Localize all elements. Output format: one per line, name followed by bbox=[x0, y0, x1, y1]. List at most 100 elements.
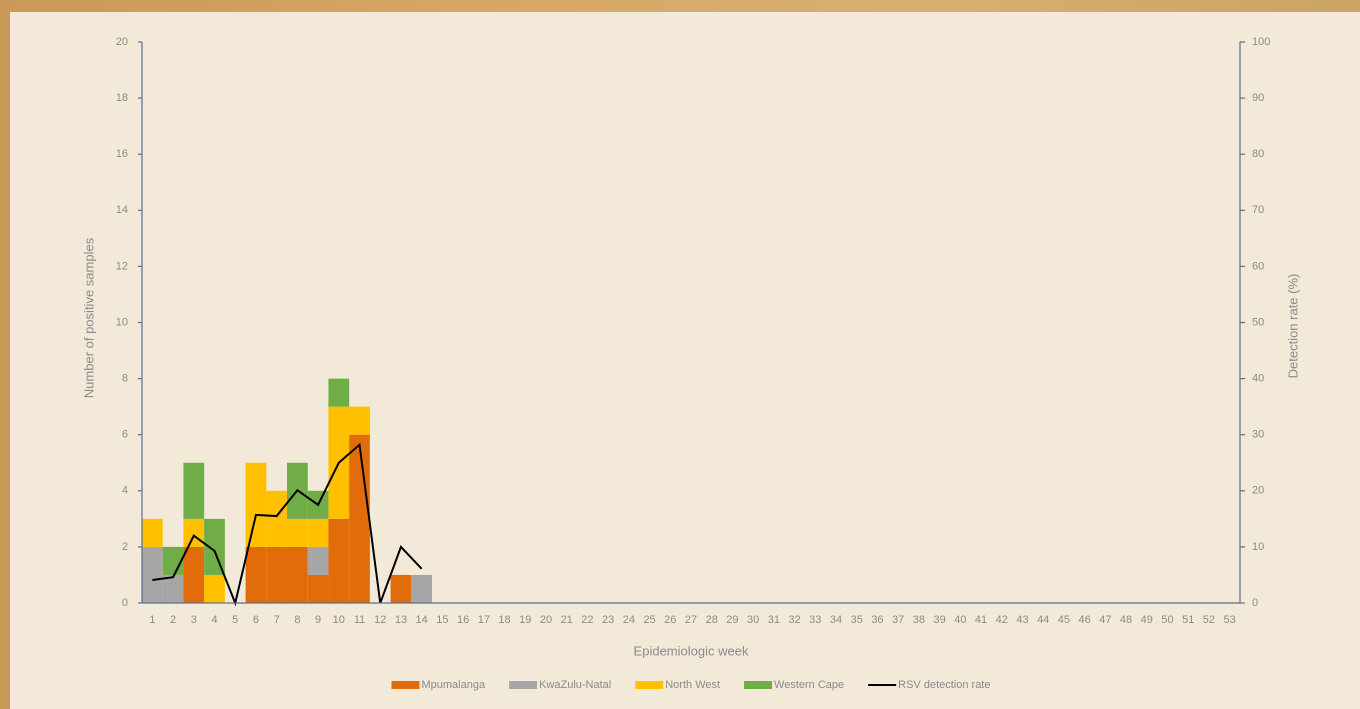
bar-segment bbox=[390, 574, 412, 603]
y-tick-label: 8 bbox=[122, 373, 128, 385]
bar-segment bbox=[266, 546, 288, 603]
x-tick-label: 17 bbox=[478, 614, 490, 626]
bar-segment bbox=[307, 546, 329, 575]
bar-segment bbox=[287, 518, 308, 547]
x-tick-label: 32 bbox=[788, 614, 800, 626]
legend-swatch bbox=[635, 681, 664, 689]
x-tick-label: 5 bbox=[232, 614, 238, 626]
bar-segment bbox=[245, 462, 267, 547]
x-tick-label: 15 bbox=[436, 614, 448, 626]
y2-tick-label: 70 bbox=[1252, 204, 1264, 216]
bar-segment bbox=[328, 518, 350, 603]
y-tick-label: 20 bbox=[116, 36, 128, 48]
x-tick-label: 52 bbox=[1203, 614, 1215, 626]
y2-tick-label: 0 bbox=[1252, 597, 1258, 609]
x-tick-label: 14 bbox=[416, 614, 428, 626]
x-tick-label: 16 bbox=[457, 614, 469, 626]
x-tick-label: 36 bbox=[871, 614, 883, 626]
x-tick-label: 49 bbox=[1141, 614, 1153, 626]
bar-segment bbox=[411, 574, 433, 603]
bar-segment bbox=[307, 574, 329, 603]
bar-segment bbox=[183, 462, 205, 519]
x-tick-label: 9 bbox=[315, 614, 321, 626]
legend-label: Western Cape bbox=[774, 679, 844, 691]
bar-segment bbox=[142, 518, 163, 547]
y2-tick-label: 10 bbox=[1252, 541, 1264, 553]
background-panel bbox=[10, 12, 1360, 709]
bar-segment bbox=[307, 518, 329, 547]
x-axis-label: Epidemiologic week bbox=[634, 643, 749, 658]
y-tick-label: 12 bbox=[116, 260, 128, 272]
x-tick-label: 31 bbox=[768, 614, 780, 626]
x-tick-label: 50 bbox=[1161, 614, 1173, 626]
legend-swatch bbox=[391, 681, 420, 689]
x-tick-label: 13 bbox=[395, 614, 407, 626]
y-axis-label: Number of positive samples bbox=[81, 237, 96, 398]
x-tick-label: 45 bbox=[1058, 614, 1070, 626]
x-tick-label: 43 bbox=[1016, 614, 1028, 626]
bar-segment bbox=[204, 518, 225, 575]
x-tick-label: 37 bbox=[892, 614, 904, 626]
x-tick-label: 1 bbox=[149, 614, 155, 626]
x-tick-label: 47 bbox=[1099, 614, 1111, 626]
x-tick-label: 38 bbox=[913, 614, 925, 626]
y2-tick-label: 60 bbox=[1252, 260, 1264, 272]
x-tick-label: 35 bbox=[851, 614, 863, 626]
x-tick-label: 46 bbox=[1078, 614, 1090, 626]
y2-tick-label: 100 bbox=[1252, 36, 1270, 48]
legend-label: Mpumalanga bbox=[422, 679, 486, 691]
x-tick-label: 42 bbox=[996, 614, 1008, 626]
x-tick-label: 30 bbox=[747, 614, 759, 626]
y2-tick-label: 30 bbox=[1252, 429, 1264, 441]
x-tick-label: 20 bbox=[540, 614, 552, 626]
legend-swatch bbox=[744, 681, 773, 689]
bar-segment bbox=[162, 574, 184, 603]
x-tick-label: 41 bbox=[975, 614, 987, 626]
bar-segment bbox=[349, 434, 370, 603]
y-tick-label: 14 bbox=[116, 204, 128, 216]
x-tick-label: 53 bbox=[1224, 614, 1236, 626]
bar-segment bbox=[349, 406, 370, 435]
bar-segment bbox=[183, 518, 205, 547]
y-tick-label: 4 bbox=[122, 485, 128, 497]
y2-axis-label: Detection rate (%) bbox=[1285, 274, 1300, 379]
x-tick-label: 10 bbox=[333, 614, 345, 626]
y-tick-label: 2 bbox=[122, 541, 128, 553]
x-tick-label: 27 bbox=[685, 614, 697, 626]
x-tick-label: 39 bbox=[933, 614, 945, 626]
x-tick-label: 7 bbox=[274, 614, 280, 626]
x-tick-label: 26 bbox=[664, 614, 676, 626]
bar-segment bbox=[245, 546, 267, 603]
x-tick-label: 23 bbox=[602, 614, 614, 626]
y-tick-label: 16 bbox=[116, 148, 128, 160]
x-tick-label: 8 bbox=[294, 614, 300, 626]
x-tick-label: 33 bbox=[809, 614, 821, 626]
x-tick-label: 21 bbox=[561, 614, 573, 626]
legend-label: RSV detection rate bbox=[898, 679, 990, 691]
y2-tick-label: 20 bbox=[1252, 485, 1264, 497]
x-tick-label: 48 bbox=[1120, 614, 1132, 626]
bar-segment bbox=[287, 546, 308, 603]
legend-label: North West bbox=[665, 679, 720, 691]
x-tick-label: 25 bbox=[643, 614, 655, 626]
y2-tick-label: 40 bbox=[1252, 373, 1264, 385]
x-tick-label: 6 bbox=[253, 614, 259, 626]
y2-tick-label: 90 bbox=[1252, 92, 1264, 104]
legend-label: KwaZulu-Natal bbox=[539, 679, 611, 691]
bar-segment bbox=[266, 490, 288, 547]
x-tick-label: 18 bbox=[498, 614, 510, 626]
legend-swatch bbox=[509, 681, 538, 689]
y-tick-label: 18 bbox=[116, 92, 128, 104]
x-tick-label: 28 bbox=[706, 614, 718, 626]
x-tick-label: 24 bbox=[623, 614, 635, 626]
bar-segment bbox=[204, 574, 225, 603]
x-tick-label: 4 bbox=[211, 614, 217, 626]
x-tick-label: 12 bbox=[374, 614, 386, 626]
bar-segment bbox=[183, 546, 205, 603]
x-tick-label: 40 bbox=[954, 614, 966, 626]
y-tick-label: 10 bbox=[116, 316, 128, 328]
y-tick-label: 6 bbox=[122, 429, 128, 441]
x-tick-label: 22 bbox=[581, 614, 593, 626]
bar-segment bbox=[328, 378, 350, 407]
